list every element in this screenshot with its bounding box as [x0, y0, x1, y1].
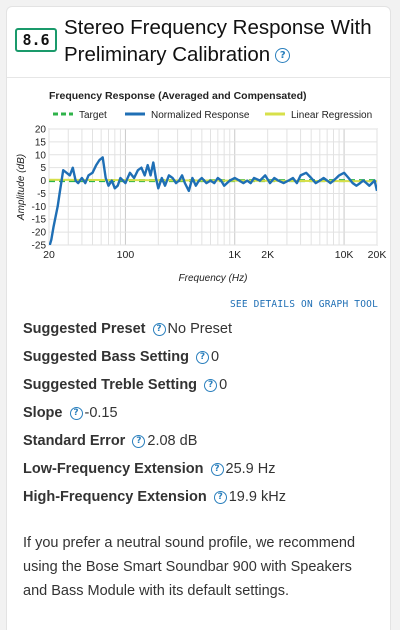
metric-row: High-Frequency Extension ? 19.9 kHz	[23, 483, 383, 511]
metric-value: -0.15	[84, 405, 118, 421]
see-details-link[interactable]: SEE DETAILS ON GRAPH TOOL	[230, 299, 378, 310]
help-icon[interactable]: ?	[69, 406, 83, 420]
y-tick-label: 10	[35, 150, 47, 161]
metric-row: Suggested Bass Setting ? 0	[23, 343, 383, 371]
metric-row: Slope ? -0.15	[23, 399, 383, 427]
x-tick-label: 10K	[335, 249, 354, 261]
x-tick-label: 100	[117, 249, 135, 261]
metric-value: 25.9 Hz	[225, 461, 276, 477]
normalized-response-line	[49, 156, 377, 245]
help-icon[interactable]: ?	[213, 490, 227, 504]
y-tick-label: -5	[37, 189, 46, 200]
section-title: Stereo Frequency Response With Prelimina…	[64, 14, 384, 68]
metric-row: Low-Frequency Extension ? 25.9 Hz	[23, 455, 383, 483]
chart-title: Frequency Response (Averaged and Compens…	[49, 90, 307, 102]
frequency-response-chart: Frequency Response (Averaged and Compens…	[16, 90, 387, 284]
section-title-text: Stereo Frequency Response With Prelimina…	[64, 16, 372, 66]
y-tick-label: 15	[35, 137, 47, 148]
legend-label: Linear Regression	[291, 110, 372, 121]
x-tick-label: 2K	[261, 249, 274, 261]
plot-area	[48, 128, 378, 246]
y-tick-label: -20	[32, 228, 47, 239]
y-tick-label: -15	[32, 215, 47, 226]
y-axis-label: Amplitude (dB)	[16, 154, 27, 221]
help-icon[interactable]: ?	[196, 350, 210, 364]
metric-row: Suggested Treble Setting ? 0	[23, 371, 383, 399]
metric-label: Low-Frequency Extension	[23, 461, 204, 477]
metric-row: Suggested Preset ? No Preset	[23, 315, 383, 343]
help-icon[interactable]: ?	[210, 462, 224, 476]
linear-regression-line	[49, 178, 377, 183]
test-card: 8.6 Stereo Frequency Response With Preli…	[6, 6, 391, 630]
x-tick-label: 20	[43, 249, 55, 261]
help-icon[interactable]: ?	[152, 322, 166, 336]
recommendation-text: If you prefer a neutral sound profile, w…	[23, 535, 356, 599]
x-tick-label: 1K	[228, 249, 241, 261]
metric-label: High-Frequency Extension	[23, 489, 207, 505]
y-tick-label: 20	[35, 125, 47, 136]
y-tick-label: 5	[40, 163, 46, 174]
metric-value: 19.9 kHz	[228, 489, 286, 505]
metric-value: 0	[211, 349, 220, 365]
legend-label: Target	[79, 110, 107, 121]
divider	[7, 77, 390, 78]
metric-value: 0	[219, 377, 228, 393]
metrics-list: Suggested Preset ? No Preset Suggested Bas…	[23, 315, 383, 511]
metric-label: Suggested Preset	[23, 321, 146, 337]
x-tick-label: 20K	[368, 249, 387, 261]
metric-label: Suggested Treble Setting	[23, 377, 198, 393]
help-icon[interactable]: ?	[204, 378, 218, 392]
help-icon[interactable]: ?	[132, 434, 146, 448]
metric-label: Slope	[23, 405, 63, 421]
metric-label: Suggested Bass Setting	[23, 349, 189, 365]
metric-label: Standard Error	[23, 433, 126, 449]
help-icon[interactable]: ?	[275, 48, 291, 64]
metric-value: No Preset	[167, 321, 233, 337]
metric-value: 2.08 dB	[147, 433, 198, 449]
metric-row: Standard Error ? 2.08 dB	[23, 427, 383, 455]
frequency-response-graph: Frequency Response (Averaged and Compens…	[15, 87, 387, 297]
y-tick-label: -10	[32, 202, 47, 213]
score-badge: 8.6	[15, 28, 57, 52]
y-tick-label: 0	[40, 176, 46, 187]
legend-label: Normalized Response	[151, 110, 250, 121]
x-axis-label: Frequency (Hz)	[179, 273, 248, 284]
y-tick-label: -25	[32, 241, 47, 252]
